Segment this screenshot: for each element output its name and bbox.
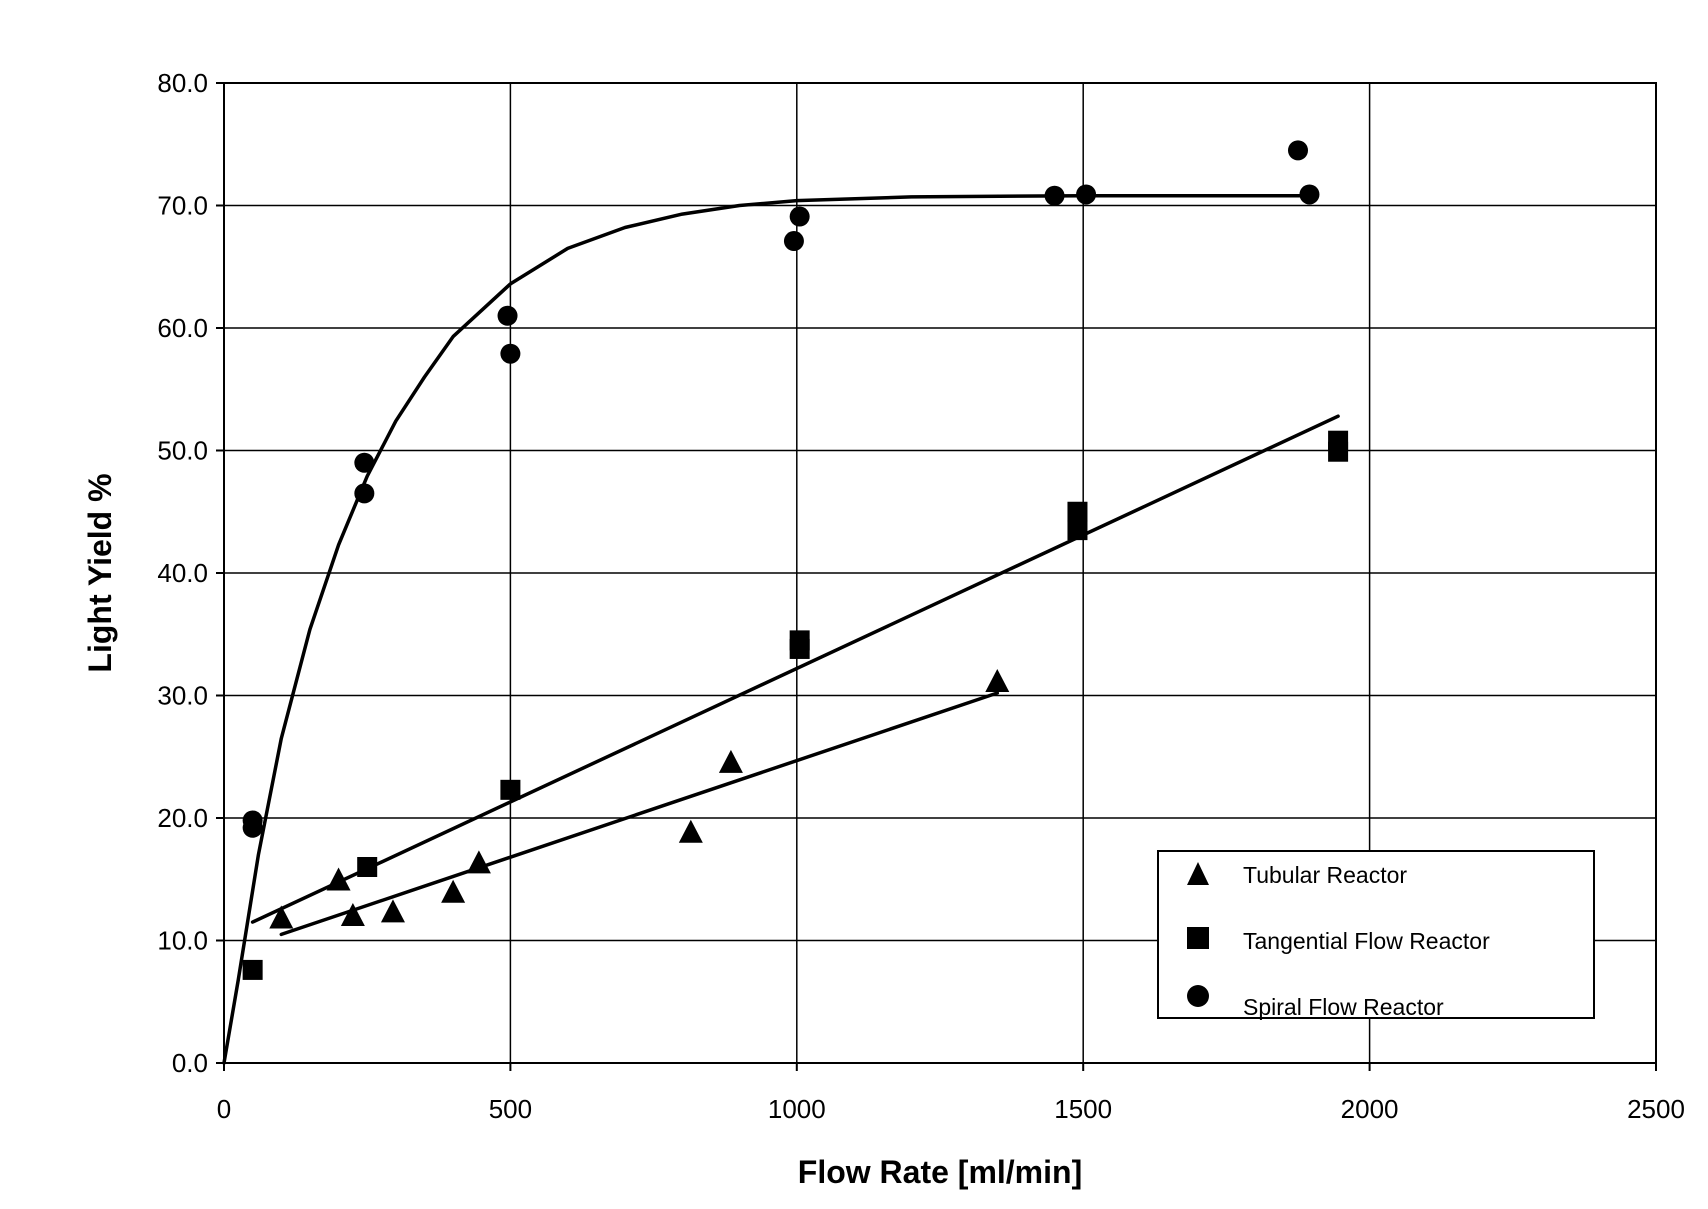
y-tick-label: 20.0 — [157, 803, 208, 833]
tangential-flow-reactor-point — [243, 960, 263, 980]
y-tick-label: 10.0 — [157, 926, 208, 956]
tubular-reactor-point — [719, 750, 743, 773]
y-tick-label: 70.0 — [157, 191, 208, 221]
y-axis-title: Light Yield % — [82, 473, 118, 672]
spiral-trendline — [224, 196, 1312, 1063]
x-axis-title: Flow Rate [ml/min] — [798, 1154, 1082, 1190]
spiral-flow-reactor-point — [243, 818, 263, 838]
tubular-reactor-point — [269, 905, 293, 928]
y-tick-label: 30.0 — [157, 681, 208, 711]
tangential-flow-reactor-point — [500, 780, 520, 800]
tangential-flow-reactor-point — [357, 857, 377, 877]
tangential-flow-reactor-point — [790, 639, 810, 659]
x-tick-label: 1000 — [768, 1094, 826, 1124]
legend-label-tangential: Tangential Flow Reactor — [1243, 928, 1490, 954]
x-tick-label: 2500 — [1627, 1094, 1685, 1124]
x-tick-label: 0 — [217, 1094, 231, 1124]
legend-label-spiral: Spiral Flow Reactor — [1243, 994, 1444, 1020]
legend: Tubular Reactor Tangential Flow Reactor … — [1158, 851, 1594, 1020]
tangential-flow-reactor-point — [1067, 520, 1087, 540]
y-axis-ticks: 0.0 10.0 20.0 30.0 40.0 50.0 60.0 70.0 80.0 — [157, 68, 224, 1078]
spiral-flow-reactor-point — [354, 483, 374, 503]
tangential-trendline — [253, 416, 1339, 922]
tubular-reactor-point — [441, 880, 465, 903]
y-tick-label: 0.0 — [172, 1048, 208, 1078]
x-axis-ticks: 0 500 1000 1500 2000 2500 — [217, 1063, 1685, 1124]
legend-square-marker — [1187, 927, 1209, 949]
spiral-flow-reactor-point — [1045, 186, 1065, 206]
spiral-flow-reactor-point — [1288, 140, 1308, 160]
spiral-flow-reactor-point — [354, 453, 374, 473]
spiral-flow-reactor-point — [790, 207, 810, 227]
tubular-trendline — [281, 693, 997, 934]
y-tick-label: 40.0 — [157, 558, 208, 588]
spiral-flow-reactor-point — [1076, 184, 1096, 204]
legend-circle-marker — [1187, 985, 1209, 1007]
tangential-flow-reactor-point — [1328, 442, 1348, 462]
y-tick-label: 80.0 — [157, 68, 208, 98]
spiral-flow-reactor-point — [784, 231, 804, 251]
tubular-reactor-point — [381, 899, 405, 922]
tangential-flow-reactor-point — [1067, 502, 1087, 522]
spiral-flow-reactor-point — [1299, 184, 1319, 204]
x-tick-label: 2000 — [1341, 1094, 1399, 1124]
tubular-reactor-point — [985, 669, 1009, 692]
legend-label-tubular: Tubular Reactor — [1243, 862, 1407, 888]
x-tick-label: 500 — [489, 1094, 532, 1124]
tubular-reactor-point — [679, 820, 703, 843]
tubular-reactor-point — [467, 850, 491, 873]
spiral-flow-reactor-point — [498, 306, 518, 326]
y-tick-label: 60.0 — [157, 313, 208, 343]
y-tick-label: 50.0 — [157, 436, 208, 466]
spiral-flow-reactor-point — [500, 344, 520, 364]
x-tick-label: 1500 — [1054, 1094, 1112, 1124]
